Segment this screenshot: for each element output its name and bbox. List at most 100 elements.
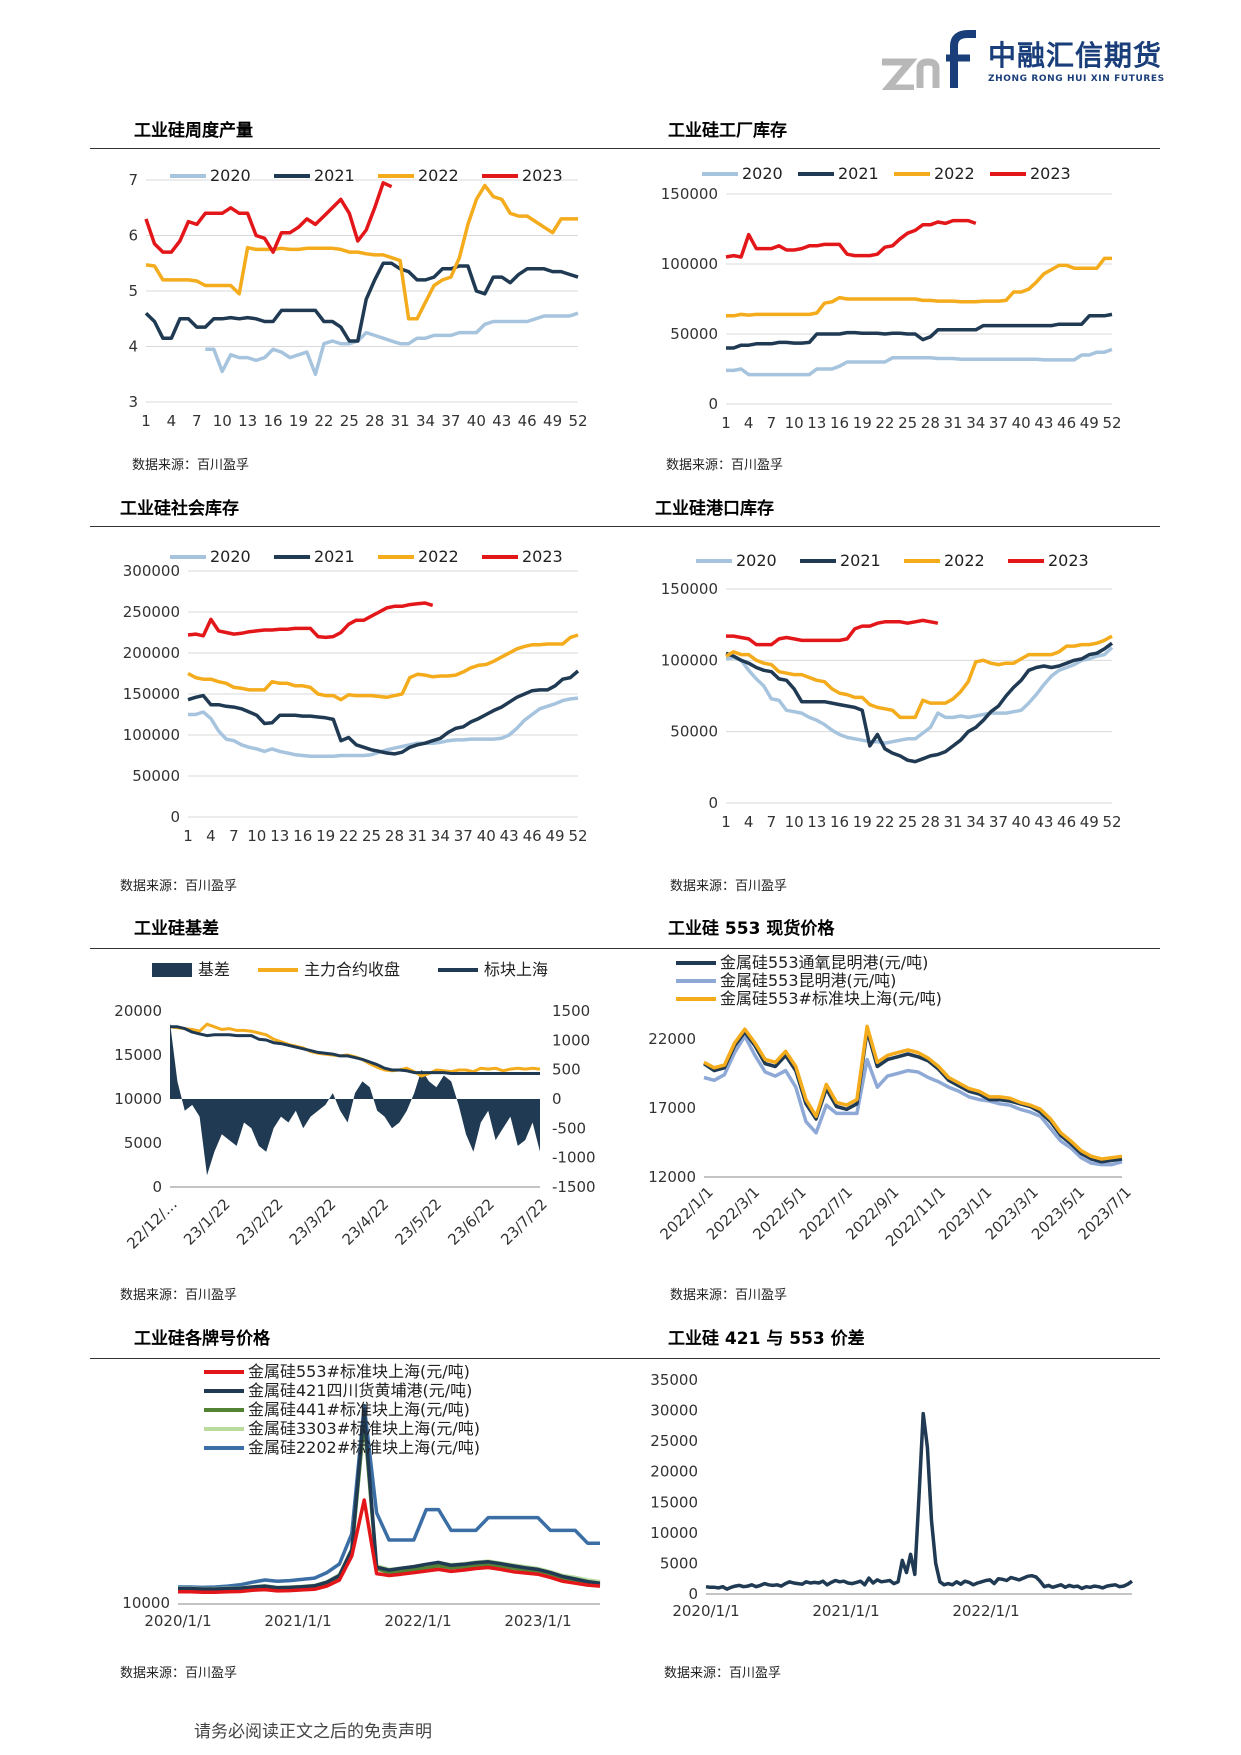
x-tick-label: 49	[543, 412, 562, 430]
x-tick-label: 23/5/22	[391, 1195, 445, 1249]
legend-label: 标块上海	[484, 960, 548, 979]
y-tick-label: 5000	[660, 1554, 698, 1572]
x-tick-label: 43	[500, 827, 519, 845]
x-tick-label: 22	[314, 412, 333, 430]
legend-label: 2023	[1030, 164, 1071, 183]
chart-553-spot-price: 1200017000220002022/1/12022/3/12022/5/12…	[648, 953, 1135, 1250]
series-line-2020	[205, 311, 579, 377]
x-tick-label: 37	[989, 813, 1008, 831]
divider	[90, 948, 1160, 949]
y-tick-label: 17000	[648, 1099, 696, 1117]
x-tick-label: 19	[853, 414, 872, 432]
x-tick-label: 40	[477, 827, 496, 845]
source-note: 数据来源：百川盈孚	[664, 1666, 782, 1681]
x-tick-label: 10	[785, 414, 804, 432]
x-tick-label: 23/7/22	[497, 1195, 551, 1249]
y-tick-label: 10000	[122, 1594, 170, 1612]
y-tick-label: 0	[170, 808, 180, 826]
x-tick-label: 22	[339, 827, 358, 845]
logo-english-name: ZHONG RONG HUI XIN FUTURES	[988, 74, 1165, 84]
series-line-2022	[725, 634, 1113, 720]
y-tick-label: 150000	[123, 685, 180, 703]
series-line-553-1	[703, 1034, 1123, 1167]
x-tick-label: 25	[898, 414, 917, 432]
x-tick-label: 52	[568, 412, 587, 430]
legend-label: 金属硅2202#标准块上海(元/吨)	[248, 1438, 480, 1457]
y-tick-label-right: 500	[552, 1061, 581, 1079]
x-tick-label: 31	[391, 412, 410, 430]
x-tick-label: 28	[921, 813, 940, 831]
panel-title-553-spot-price: 工业硅 553 现货价格	[668, 919, 835, 939]
x-tick-label: 46	[1057, 813, 1076, 831]
y-tick-label: 100000	[123, 726, 180, 744]
divider	[90, 1358, 1160, 1359]
divider	[90, 526, 1160, 527]
divider	[90, 148, 1160, 149]
x-tick-label: 22/12/…	[123, 1195, 180, 1252]
y-tick-label: 200000	[123, 644, 180, 662]
legend-label: 2021	[314, 547, 355, 566]
x-tick-label: 34	[966, 414, 985, 432]
y-tick-label: 10000	[650, 1524, 698, 1542]
source-note: 数据来源：百川盈孚	[132, 458, 250, 473]
legend-label: 2022	[418, 547, 459, 566]
disclaimer-footer: 请务必阅读正文之后的免责声明	[194, 1722, 432, 1742]
series-line-grade-0	[178, 1498, 601, 1594]
x-tick-label: 49	[1080, 813, 1099, 831]
x-tick-label: 10	[247, 827, 266, 845]
y-tick-label-right: -1000	[552, 1149, 596, 1167]
x-tick-label: 23/6/22	[444, 1195, 498, 1249]
series-line-2023	[144, 181, 393, 254]
y-tick-label: 3	[128, 393, 138, 411]
x-tick-label: 31	[944, 414, 963, 432]
legend-label: 主力合约收盘	[304, 960, 400, 979]
panel-title-grade-prices: 工业硅各牌号价格	[134, 1329, 270, 1349]
x-tick-label: 37	[454, 827, 473, 845]
chart-basis: 0 5000 10000 15000 20000 -1500 -1000 -500 0 500 10…	[114, 960, 596, 1253]
x-tick-label: 23/3/22	[286, 1195, 340, 1249]
y-tick-label: 0	[708, 395, 718, 413]
x-tick-label: 2021/1/1	[264, 1612, 331, 1630]
x-tick-label: 34	[431, 827, 450, 845]
x-tick-label: 43	[1034, 813, 1053, 831]
legend-label: 金属硅441#标准块上海(元/吨)	[248, 1400, 470, 1419]
y-tick-label: 100000	[661, 255, 718, 273]
y-tick-label: 30000	[650, 1402, 698, 1420]
legend-label: 金属硅421四川货黄埔港(元/吨)	[248, 1381, 472, 1400]
x-tick-label: 25	[340, 412, 359, 430]
y-tick-label-right: -1500	[552, 1178, 596, 1196]
x-tick-label: 7	[767, 414, 777, 432]
legend-label: 2022	[944, 551, 985, 570]
x-tick-label: 16	[264, 412, 283, 430]
legend-label: 2021	[838, 164, 879, 183]
series-line-shanghai-standard	[170, 1025, 540, 1075]
x-tick-label: 2020/1/1	[672, 1602, 739, 1620]
x-tick-label: 1	[721, 813, 731, 831]
x-tick-label: 40	[1012, 414, 1031, 432]
series-line-2021	[725, 641, 1114, 764]
x-tick-label: 2022/1/1	[384, 1612, 451, 1630]
y-tick-label: 5	[128, 282, 138, 300]
x-tick-label: 7	[767, 813, 777, 831]
x-tick-label: 52	[1102, 414, 1121, 432]
series-line-grade-1	[178, 1408, 601, 1591]
y-tick-label: 100000	[661, 651, 718, 669]
legend-label: 2023	[1048, 551, 1089, 570]
x-tick-label: 40	[1012, 813, 1031, 831]
y-tick-label: 20000	[650, 1463, 698, 1481]
x-tick-label: 46	[523, 827, 542, 845]
x-tick-label: 2021/1/1	[812, 1602, 879, 1620]
y-tick-label: 250000	[123, 603, 180, 621]
x-tick-label: 19	[316, 827, 335, 845]
x-tick-label: 28	[385, 827, 404, 845]
x-tick-label: 7	[192, 412, 202, 430]
y-tick-label: 12000	[648, 1168, 696, 1186]
x-tick-label: 16	[830, 813, 849, 831]
legend-label: 2022	[418, 166, 459, 185]
x-tick-label: 28	[921, 414, 940, 432]
x-tick-label: 49	[546, 827, 565, 845]
y-tick-label: 150000	[661, 580, 718, 598]
